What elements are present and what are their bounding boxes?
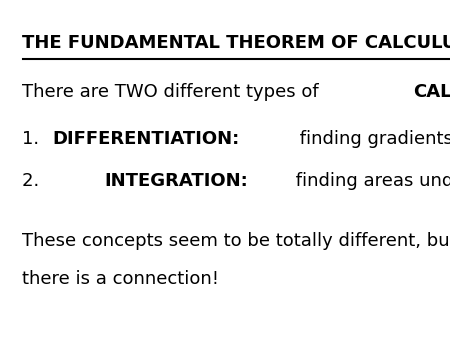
- Text: CALCULUS: CALCULUS: [413, 83, 450, 101]
- Text: There are TWO different types of: There are TWO different types of: [22, 83, 325, 101]
- Text: there is a connection!: there is a connection!: [22, 270, 220, 288]
- Text: THE FUNDAMENTAL THEOREM OF CALCULUS.: THE FUNDAMENTAL THEOREM OF CALCULUS.: [22, 34, 450, 52]
- Text: INTEGRATION:: INTEGRATION:: [104, 172, 248, 190]
- Text: DIFFERENTIATION:: DIFFERENTIATION:: [52, 130, 239, 148]
- Text: 2.: 2.: [22, 172, 86, 190]
- Text: finding areas under curves.: finding areas under curves.: [290, 172, 450, 190]
- Text: 1.: 1.: [22, 130, 45, 148]
- Text: These concepts seem to be totally different, but: These concepts seem to be totally differ…: [22, 232, 450, 249]
- Text: finding gradients of curves.: finding gradients of curves.: [294, 130, 450, 148]
